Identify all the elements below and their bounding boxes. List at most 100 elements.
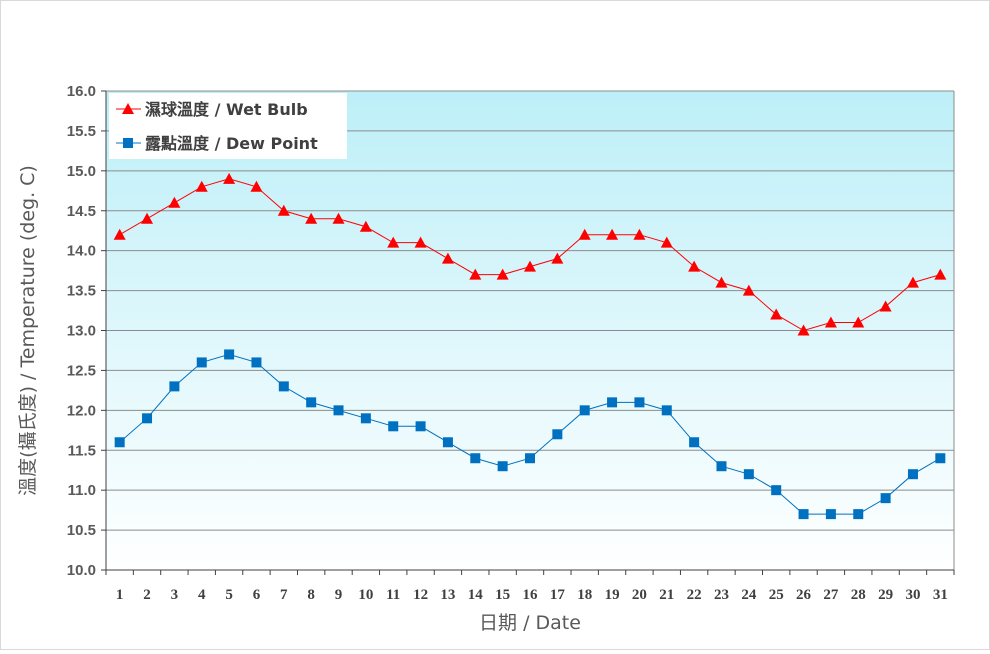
data-point-square [607, 397, 618, 408]
data-point-triangle [524, 260, 536, 272]
y-tick-label: 10.0 [67, 562, 96, 579]
data-point-square [825, 509, 836, 520]
data-point-triangle [578, 228, 591, 240]
data-point-square [525, 453, 535, 464]
y-tick-label: 14.0 [67, 243, 96, 260]
data-point-square [853, 509, 864, 520]
y-tick-label: 13.5 [67, 283, 96, 300]
x-tick-label: 20 [632, 587, 647, 603]
data-point-square [123, 138, 133, 148]
data-point-triangle [660, 236, 673, 248]
data-point-square [388, 421, 399, 432]
x-tick-label: 3 [171, 587, 179, 603]
x-tick-label: 4 [198, 587, 206, 603]
data-point-square [306, 397, 317, 408]
x-tick-label: 5 [225, 587, 233, 603]
data-point-triangle [441, 252, 454, 264]
series-wet-bulb [113, 172, 947, 336]
x-tick-label: 6 [253, 587, 261, 603]
y-axis-label: 溫度(攝氏度) / Temperature (deg. C) [17, 165, 39, 496]
data-point-square [935, 453, 946, 464]
data-point-triangle [715, 276, 728, 288]
data-point-square [470, 453, 481, 464]
data-point-triangle [742, 284, 755, 296]
y-tick-label: 11.5 [68, 442, 96, 459]
x-tick-label: 21 [659, 587, 674, 603]
data-point-triangle [688, 260, 701, 272]
data-point-square [579, 405, 590, 416]
data-point-triangle [797, 324, 810, 336]
y-tick-label: 10.5 [67, 522, 96, 539]
data-point-triangle [168, 196, 181, 208]
x-tick-label: 9 [335, 587, 343, 603]
legend: 濕球溫度 / Wet Bulb 露點溫度 / Dew Point [109, 93, 347, 159]
data-point-triangle [879, 300, 892, 312]
x-tick-label: 25 [769, 587, 784, 603]
data-point-triangle [934, 268, 947, 280]
data-point-triangle [122, 103, 134, 114]
series-dew-point [114, 349, 946, 520]
y-tick-label: 11.0 [68, 482, 96, 499]
x-tick-label: 31 [933, 587, 948, 603]
data-point-triangle [195, 180, 208, 192]
x-tick-label: 13 [440, 587, 455, 603]
x-tick-label: 18 [577, 587, 592, 603]
legend-label: 濕球溫度 / Wet Bulb [145, 100, 308, 119]
data-point-square [278, 381, 289, 392]
data-point-triangle [414, 236, 427, 248]
x-tick-label: 22 [687, 587, 702, 603]
data-point-triangle [223, 172, 236, 184]
data-point-square [360, 413, 371, 424]
data-point-square [442, 437, 453, 448]
y-tick-label: 16.0 [67, 83, 96, 100]
x-tick-label: 24 [741, 587, 757, 603]
data-point-triangle [387, 236, 400, 248]
data-point-triangle [305, 212, 318, 224]
x-tick-label: 10 [358, 587, 373, 603]
data-point-square [251, 357, 262, 368]
data-point-square [634, 397, 645, 408]
data-point-square [771, 485, 782, 496]
data-point-triangle [332, 212, 345, 224]
data-point-triangle [633, 228, 646, 240]
x-tick-label: 11 [386, 587, 400, 603]
x-tick-label: 15 [495, 587, 510, 603]
y-tick-label: 12.0 [67, 402, 96, 419]
data-point-square [661, 405, 672, 416]
data-point-square [880, 493, 891, 504]
data-point-square [689, 437, 700, 448]
y-tick-label: 13.0 [67, 323, 96, 340]
data-point-triangle [770, 308, 783, 320]
legend-box [109, 93, 347, 159]
data-point-triangle [359, 220, 372, 232]
x-tick-label: 8 [307, 587, 315, 603]
legend-label: 露點溫度 / Dew Point [145, 134, 318, 153]
data-point-triangle [824, 316, 837, 328]
data-point-square [716, 461, 727, 472]
data-point-triangle [141, 212, 154, 224]
y-tick-label: 15.5 [67, 123, 96, 140]
x-tick-label: 7 [280, 587, 288, 603]
data-point-square [798, 509, 809, 520]
data-point-triangle [551, 252, 564, 264]
data-point-triangle [250, 180, 263, 192]
y-tick-label: 12.5 [67, 362, 96, 379]
y-tick-label: 14.5 [67, 203, 96, 220]
x-tick-label: 26 [796, 587, 812, 603]
x-tick-label: 28 [851, 587, 866, 603]
x-tick-label: 16 [523, 587, 539, 603]
x-tick-label: 30 [905, 587, 920, 603]
data-point-triangle [469, 268, 482, 280]
x-tick-label: 12 [413, 587, 428, 603]
data-point-square [114, 437, 125, 448]
x-tick-label: 27 [823, 587, 839, 603]
data-point-square [142, 413, 153, 424]
data-point-square [907, 469, 918, 480]
data-point-square [497, 461, 508, 472]
data-point-square [333, 405, 344, 416]
data-point-triangle [852, 316, 865, 328]
data-point-square [196, 357, 207, 368]
data-point-triangle [496, 268, 509, 280]
